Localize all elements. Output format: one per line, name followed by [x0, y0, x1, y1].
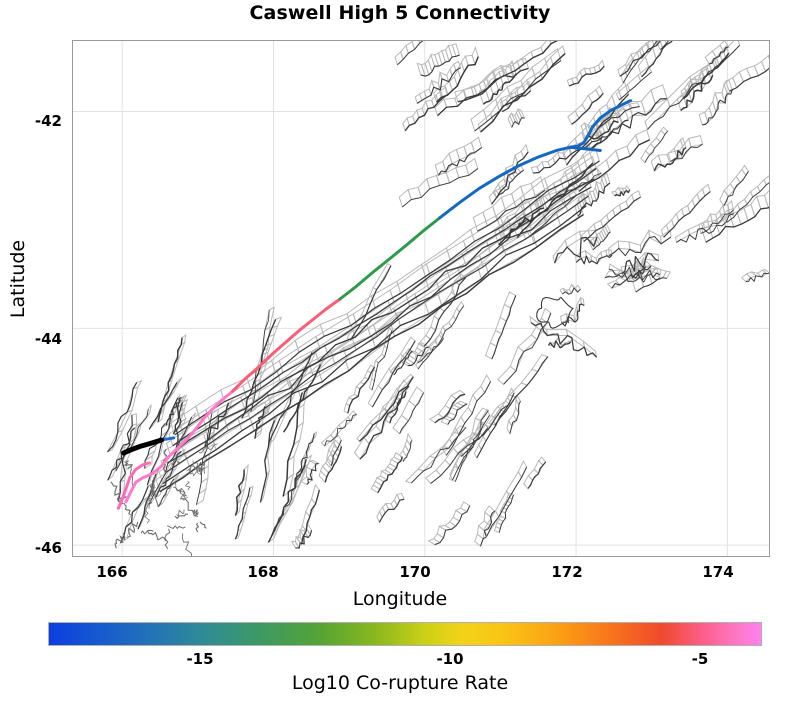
colorbar — [48, 622, 762, 646]
fault-traces — [107, 41, 769, 556]
source-fault-trace — [121, 437, 165, 456]
colorbar-tick-2: -5 — [691, 650, 709, 668]
y-axis-label: Latitude — [7, 239, 29, 319]
ytick-2: -46 — [34, 539, 62, 557]
xtick-1: 168 — [247, 563, 279, 581]
connectivity-path — [116, 99, 633, 510]
xtick-2: 170 — [399, 563, 431, 581]
chart-title: Caswell High 5 Connectivity — [249, 2, 551, 24]
source-fault — [121, 437, 165, 456]
xtick-4: 174 — [702, 563, 734, 581]
map-canvas — [73, 41, 769, 556]
map-plot-area — [72, 40, 770, 557]
fault-section-polygons — [106, 41, 769, 550]
path-segment-3 — [338, 216, 442, 301]
x-axis-label: Longitude — [352, 588, 448, 610]
xtick-0: 166 — [96, 563, 128, 581]
gridlines — [73, 41, 769, 556]
colorbar-gradient — [48, 622, 762, 646]
xtick-3: 172 — [551, 563, 583, 581]
colorbar-label: Log10 Co-rupture Rate — [291, 672, 509, 694]
ytick-0: -42 — [34, 112, 62, 130]
colorbar-tick-0: -15 — [186, 650, 214, 668]
path-segment-5 — [568, 145, 602, 152]
path-segment-2 — [231, 297, 342, 393]
path-segment-0 — [124, 389, 235, 504]
ytick-1: -44 — [34, 330, 62, 348]
path-segment-1 — [116, 461, 151, 510]
colorbar-tick-1: -10 — [436, 650, 464, 668]
